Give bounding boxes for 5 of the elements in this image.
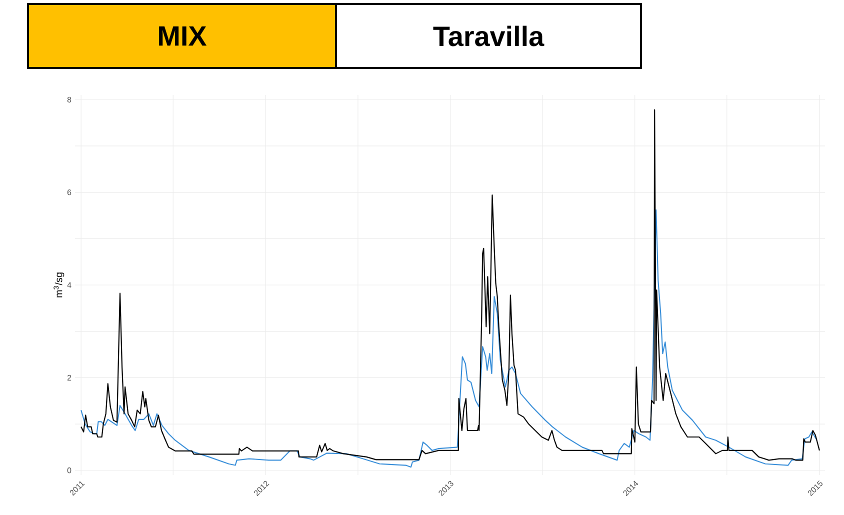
line-series — [80, 209, 818, 468]
y-axis-title: m$^{3}$/sg — [54, 272, 64, 298]
line-series — [80, 109, 820, 461]
chart-title: MIX — [159, 26, 207, 46]
chart-subtitle: Taravilla — [433, 26, 544, 46]
